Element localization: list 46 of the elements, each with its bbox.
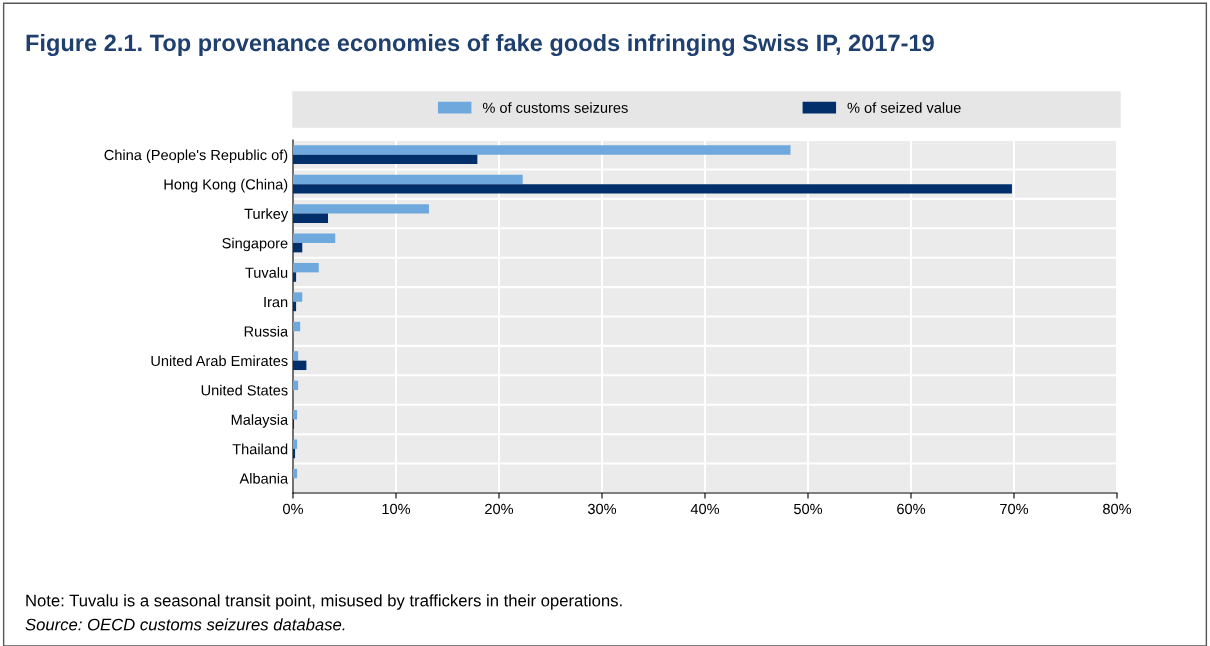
y-tick-label: United States — [201, 384, 288, 396]
x-tick-label: 30% — [587, 503, 617, 515]
legend-label: % of seized value — [847, 102, 961, 113]
y-tick-label: Russia — [244, 325, 289, 337]
y-tick-label: Singapore — [222, 237, 288, 252]
bar — [293, 242, 303, 253]
source-note: Source: OECD customs seizures database. — [25, 618, 345, 631]
bar — [293, 468, 298, 479]
bar — [293, 262, 319, 273]
x-tick-label: 10% — [382, 503, 411, 515]
chart-title: Figure 2.1. Top provenance economies of fake goods infringing Swiss IP, 2017-19 — [26, 33, 934, 57]
y-tick-label: Hong Kong (China) — [164, 178, 288, 193]
x-tick-label: 80% — [1103, 503, 1132, 515]
legend-label: % of customs seizures — [482, 102, 628, 113]
bar — [293, 292, 303, 302]
bar — [293, 213, 329, 223]
x-tick-label: 0% — [283, 503, 304, 515]
y-tick-label: Turkey — [244, 208, 289, 222]
bar — [293, 145, 791, 155]
bar — [293, 380, 299, 391]
bar — [293, 351, 299, 361]
x-tick-label: 60% — [897, 503, 926, 515]
y-tick-label: Malaysia — [231, 414, 289, 428]
bar — [293, 321, 301, 332]
bar — [293, 448, 296, 459]
x-tick-label: 20% — [485, 503, 514, 515]
y-tick-label: Iran — [264, 297, 288, 308]
bar — [293, 272, 297, 282]
x-tick-label: 50% — [793, 503, 823, 515]
x-tick-label: 70% — [1000, 503, 1029, 515]
text: Note: Tuvalu is a seasonal transit point, misused by traffickers in their operations. — [26, 594, 622, 610]
bar — [293, 233, 336, 243]
y-tick-label: Albania — [239, 473, 289, 484]
bar — [293, 204, 429, 214]
y-tick-label: United Arab Emirates — [151, 355, 288, 367]
y-tick-label: China (People's Republic of) — [104, 149, 288, 164]
bar — [293, 410, 298, 420]
bar — [293, 174, 523, 185]
bar — [293, 154, 478, 165]
bar — [293, 439, 298, 449]
bar — [293, 360, 307, 371]
bar — [293, 301, 297, 312]
y-tick-label: Thailand — [232, 443, 288, 455]
y-tick-label: Tuvalu — [245, 267, 288, 278]
x-tick-label: 40% — [690, 503, 720, 515]
bar — [293, 184, 1012, 194]
